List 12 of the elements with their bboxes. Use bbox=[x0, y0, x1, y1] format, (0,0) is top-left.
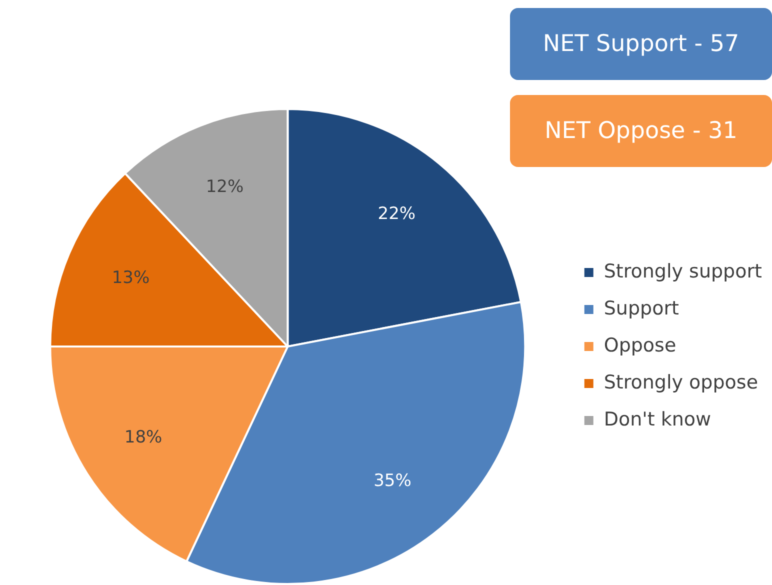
data-label: 35% bbox=[374, 471, 412, 492]
text: NET Support - 57 bbox=[510, 8, 772, 80]
text: NET Oppose - 31 bbox=[510, 95, 772, 167]
legend-label: Support bbox=[604, 297, 679, 320]
data-label: 12% bbox=[206, 176, 244, 197]
legend-label: Don't know bbox=[604, 408, 712, 430]
data-label: 18% bbox=[124, 428, 162, 448]
legend-label: Strongly oppose bbox=[604, 371, 758, 394]
legend-label: Oppose bbox=[604, 334, 676, 356]
legend-label: Strongly support bbox=[604, 260, 762, 282]
data-label: 13% bbox=[112, 268, 150, 288]
data-label: 22% bbox=[378, 204, 416, 224]
